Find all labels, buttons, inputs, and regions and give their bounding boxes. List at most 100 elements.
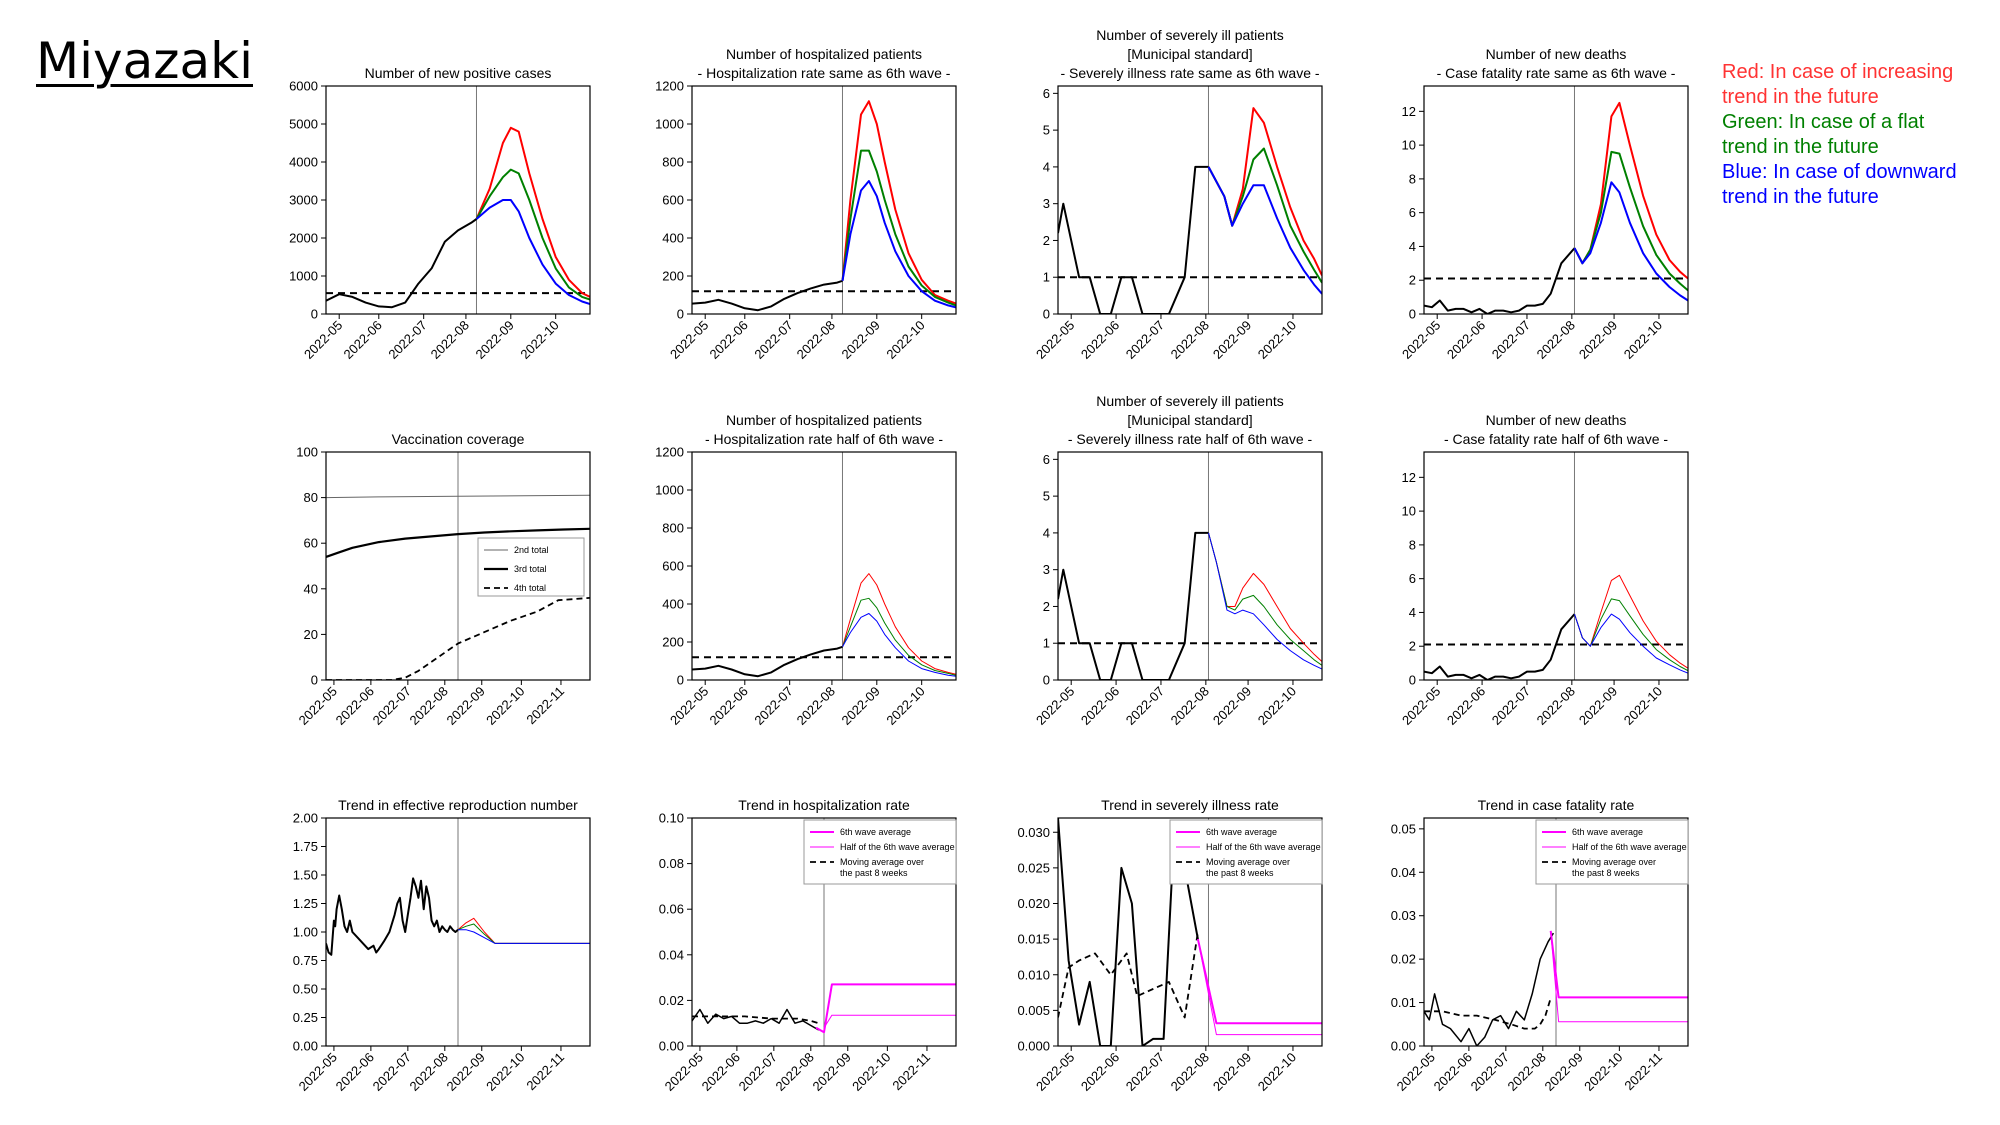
series-line-2nd-total [326, 494, 590, 499]
y-tick-label: 0.10 [659, 811, 684, 826]
y-tick-label: 1 [1043, 270, 1050, 285]
y-tick-label: 200 [662, 635, 684, 650]
x-tick-label: 2022-07 [1468, 1050, 1512, 1094]
chart-new-cases: Number of new positive cases 0 1000 2000 300… [289, 65, 591, 362]
x-tick-label: 2022-06 [1431, 1050, 1475, 1094]
chart-severe-half: Number of severely ill patients [Municipa… [1033, 393, 1323, 728]
series-line-half-of-the-6th-wave-average [1550, 930, 1688, 1023]
y-tick-label: 0.01 [1391, 995, 1416, 1010]
x-tick-label: 2022-09 [473, 318, 517, 362]
y-tick-label: 1000 [655, 117, 684, 132]
x-tick-label: 2022-06 [1078, 1050, 1122, 1094]
x-tick-label: 2022-10 [1255, 684, 1299, 728]
y-tick-label: 0.25 [293, 1010, 318, 1025]
legend-label: Half of the 6th wave average [1206, 842, 1321, 852]
plot-area [1058, 86, 1322, 314]
plot-frame [691, 85, 957, 315]
series-line-downward [458, 929, 590, 944]
x-tick-label: 2022-08 [407, 1050, 451, 1094]
x-tick-label: 2022-09 [839, 318, 883, 362]
y-tick-label: 0.005 [1017, 1003, 1050, 1018]
y-tick-label: 6000 [289, 79, 318, 94]
chart-title: Trend in case fatality rate [1478, 797, 1635, 813]
series-line-moving-average-over-the-past-8-weeks [1058, 931, 1199, 1019]
y-tick-label: 80 [304, 490, 318, 505]
x-tick-label: 2022-07 [1489, 318, 1533, 362]
legend-label: 6th wave average [1206, 827, 1277, 837]
x-tick-label: 2022-09 [1576, 318, 1620, 362]
y-tick-label: 0.02 [659, 993, 684, 1008]
chart-severe-same: Number of severely ill patients [Municipa… [1033, 27, 1323, 362]
x-tick-label: 2022-09 [1210, 1050, 1254, 1094]
chart-deaths-half: Number of new deaths - Case fatality rate… [1399, 412, 1689, 728]
y-tick-label: 0.000 [1017, 1039, 1050, 1054]
x-tick-label: 2022-10 [483, 1050, 527, 1094]
chart-rt-trend: Trend in effective reproduction number 0.… [293, 797, 591, 1094]
x-tick-label: 2022-05 [1033, 1050, 1077, 1094]
x-tick-label: 2022-11 [523, 1050, 567, 1094]
y-tick-label: 0.05 [1391, 821, 1416, 836]
chart-vaccination: Vaccination coverage0204060801002022-052… [296, 431, 591, 728]
chart-title: Trend in hospitalization rate [738, 797, 910, 813]
plot-area [692, 452, 956, 680]
y-tick-label: 4000 [289, 155, 318, 170]
series-line-downward [475, 199, 590, 306]
plot-area [1058, 452, 1322, 680]
series-line-increasing [842, 573, 956, 675]
series-line-increasing [475, 126, 590, 298]
x-tick-label: 2022-06 [699, 1050, 743, 1094]
legend-green-line2: trend in the future [1722, 136, 1879, 158]
series-line-downward [1573, 181, 1688, 302]
y-tick-label: 20 [304, 627, 318, 642]
chart-deaths-same: Number of new deaths - Case fatality rate… [1399, 46, 1689, 362]
series-line-actual [1424, 613, 1576, 680]
series-line-3rd-total [326, 527, 590, 558]
x-tick-label: 2022-10 [483, 684, 527, 728]
chart-title: Trend in effective reproduction number [338, 797, 578, 813]
x-tick-label: 2022-10 [1581, 1050, 1625, 1094]
x-tick-label: 2022-09 [1210, 684, 1254, 728]
plot-frame [691, 817, 957, 1047]
series-line-6th-wave-average [815, 983, 956, 1034]
y-tick-label: 0.030 [1017, 825, 1050, 840]
x-tick-label: 2022-10 [849, 1050, 893, 1094]
x-tick-label: 2022-10 [1621, 684, 1665, 728]
x-tick-label: 2022-07 [370, 684, 414, 728]
x-tick-label: 2022-05 [296, 1050, 340, 1094]
series-line-downward [1574, 613, 1688, 674]
x-tick-label: 2022-06 [1444, 318, 1488, 362]
legend-blue-line2: trend in the future [1722, 186, 1879, 208]
series-line-actual [1424, 932, 1555, 1046]
x-tick-label: 2022-06 [1078, 318, 1122, 362]
series-line-flat [1207, 147, 1322, 284]
x-tick-label: 2022-05 [1394, 1050, 1438, 1094]
chart-legend [477, 537, 585, 597]
y-tick-label: 1.00 [293, 925, 318, 940]
series-line-4th-total [326, 597, 590, 680]
plot-area [326, 818, 590, 1046]
x-tick-label: 2022-08 [1534, 318, 1578, 362]
y-tick-label: 0.00 [659, 1039, 684, 1054]
x-tick-label: 2022-07 [751, 684, 795, 728]
series-line-6th-wave-average [1549, 930, 1688, 999]
plot-frame [1057, 817, 1323, 1047]
series-line-6th-wave-average [1196, 938, 1322, 1025]
series-line-downward [842, 613, 956, 677]
plot-area [692, 86, 956, 314]
y-tick-label: 600 [662, 559, 684, 574]
y-tick-label: 10 [1402, 138, 1416, 153]
plot-area [1424, 818, 1688, 1046]
x-tick-label: 2022-09 [839, 684, 883, 728]
legend-label: Moving average over [840, 857, 924, 867]
y-tick-label: 400 [662, 231, 684, 246]
series-line-actual [326, 218, 478, 309]
series-line-actual [692, 645, 843, 678]
scenario-legend-note: Red: In case of increasing trend in the … [1722, 60, 1957, 210]
chart-subtitle: [Municipal standard] [1127, 412, 1252, 428]
y-tick-label: 0.015 [1017, 932, 1050, 947]
series-line-actual [692, 279, 843, 312]
legend-label: Half of the 6th wave average [840, 842, 955, 852]
x-tick-label: 2022-07 [1123, 318, 1167, 362]
x-tick-label: 2022-10 [517, 318, 561, 362]
